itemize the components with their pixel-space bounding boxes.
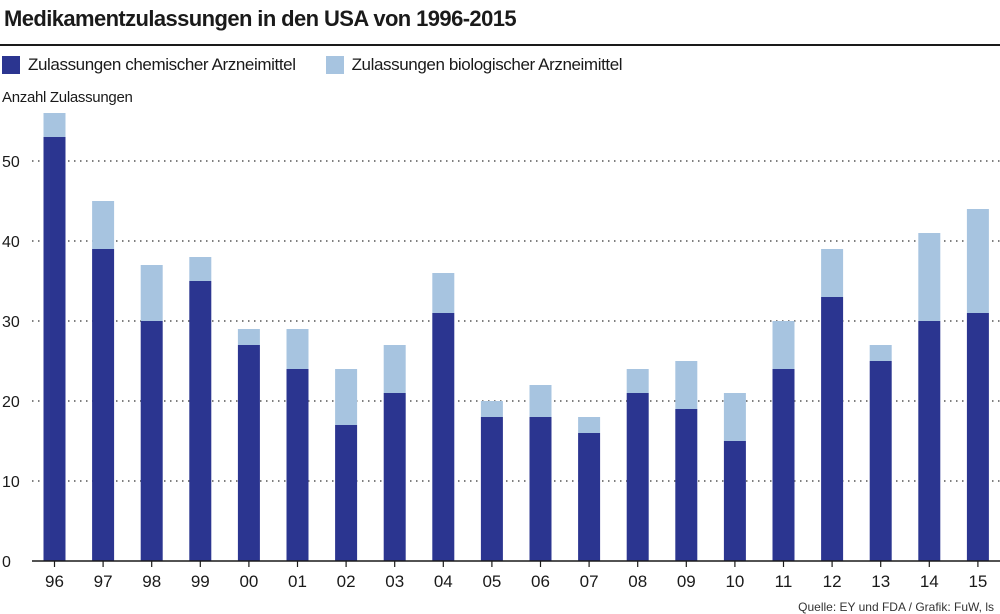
bar-biologisch — [189, 257, 212, 281]
x-tick-label: 02 — [337, 572, 356, 591]
bar-chemisch — [140, 321, 163, 561]
bar-biologisch — [772, 321, 795, 369]
x-tick-label: 98 — [142, 572, 161, 591]
x-tick-label: 15 — [968, 572, 987, 591]
x-tick-label: 96 — [45, 572, 64, 591]
x-tick-label: 14 — [920, 572, 939, 591]
bar-chemisch — [869, 361, 892, 561]
bar-chemisch — [918, 321, 941, 561]
x-tick-label: 09 — [677, 572, 696, 591]
bar-chemisch — [480, 417, 503, 561]
bar-chemisch — [189, 281, 212, 561]
bar-chart: 0 10 20 30 40 50 96 97 98 99 00 01 02 03 04 05 06 07 08 09… — [2, 113, 1000, 591]
legend: Zulassungen chemischer Arzneimittel Zula… — [2, 53, 652, 77]
x-tick-label: 06 — [531, 572, 550, 591]
title-rule — [0, 44, 1000, 46]
bar-chemisch — [432, 313, 455, 561]
y-tick-label: 0 — [2, 554, 11, 571]
bar-biologisch — [383, 345, 406, 393]
bar-chemisch — [335, 425, 358, 561]
bar-chemisch — [237, 345, 260, 561]
y-tick-label: 20 — [2, 394, 20, 411]
bar-chemisch — [626, 393, 649, 561]
bar-biologisch — [140, 265, 163, 321]
x-tick-label: 97 — [94, 572, 113, 591]
y-tick-label: 40 — [2, 234, 20, 251]
chart-title: Medikamentzulassungen in den USA von 199… — [4, 6, 517, 31]
legend-swatch-biologisch — [325, 56, 344, 74]
x-tick-label: 12 — [823, 572, 842, 591]
bar-chemisch — [821, 297, 844, 561]
bar-biologisch — [723, 393, 746, 441]
bar-biologisch — [335, 369, 358, 425]
legend-item-biologisch: Zulassungen biologischer Arzneimittel — [325, 55, 623, 75]
y-tick-label: 50 — [2, 154, 20, 171]
bar-biologisch — [821, 249, 844, 297]
bar-biologisch — [480, 401, 503, 417]
bar-chemisch — [966, 313, 989, 561]
x-tick-label: 07 — [580, 572, 599, 591]
legend-label-chemisch: Zulassungen chemischer Arzneimittel — [28, 55, 296, 74]
y-tick-label: 30 — [2, 314, 20, 331]
legend-swatch-chemisch — [2, 56, 20, 74]
bar-biologisch — [286, 329, 309, 369]
x-tick-label: 05 — [482, 572, 501, 591]
x-tick-label: 03 — [385, 572, 404, 591]
y-tick-labels: 0 10 20 30 40 50 — [2, 154, 20, 571]
bar-biologisch — [432, 273, 455, 313]
x-tick-label: 04 — [434, 572, 453, 591]
bar-chemisch — [286, 369, 309, 561]
bar-biologisch — [918, 233, 941, 321]
gridlines — [32, 160, 1000, 482]
x-tick-label: 99 — [191, 572, 210, 591]
bar-chemisch — [578, 433, 601, 561]
bar-chemisch — [772, 369, 795, 561]
bar-biologisch — [237, 329, 260, 345]
x-tick-label: 10 — [725, 572, 744, 591]
bar-chemisch — [43, 137, 66, 561]
source-note: Quelle: EY und FDA / Grafik: FuW, ls — [798, 600, 994, 614]
legend-label-biologisch: Zulassungen biologischer Arzneimittel — [351, 55, 623, 74]
x-tick-label: 11 — [775, 572, 793, 591]
bar-biologisch — [578, 417, 601, 433]
bar-biologisch — [675, 361, 698, 409]
x-tick-labels: 96 97 98 99 00 01 02 03 04 05 06 07 08 09 10 11 12 13 14 15 — [45, 561, 987, 591]
bar-biologisch — [43, 113, 66, 137]
bar-biologisch — [966, 209, 989, 313]
y-axis-label: Anzahl Zulassungen — [2, 89, 133, 106]
bar-biologisch — [869, 345, 892, 361]
y-tick-label: 10 — [2, 474, 20, 491]
bar-chemisch — [529, 417, 552, 561]
bar-biologisch — [626, 369, 649, 393]
bar-chemisch — [92, 249, 115, 561]
legend-item-chemisch: Zulassungen chemischer Arzneimittel — [2, 55, 296, 75]
bar-chemisch — [675, 409, 698, 561]
bar-biologisch — [92, 201, 115, 249]
bar-biologisch — [529, 385, 552, 417]
x-tick-label: 08 — [628, 572, 647, 591]
bar-chemisch — [383, 393, 406, 561]
x-tick-label: 00 — [239, 572, 258, 591]
x-tick-label: 01 — [288, 572, 307, 591]
bar-chemisch — [723, 441, 746, 561]
bars — [43, 113, 989, 561]
x-tick-label: 13 — [871, 572, 890, 591]
